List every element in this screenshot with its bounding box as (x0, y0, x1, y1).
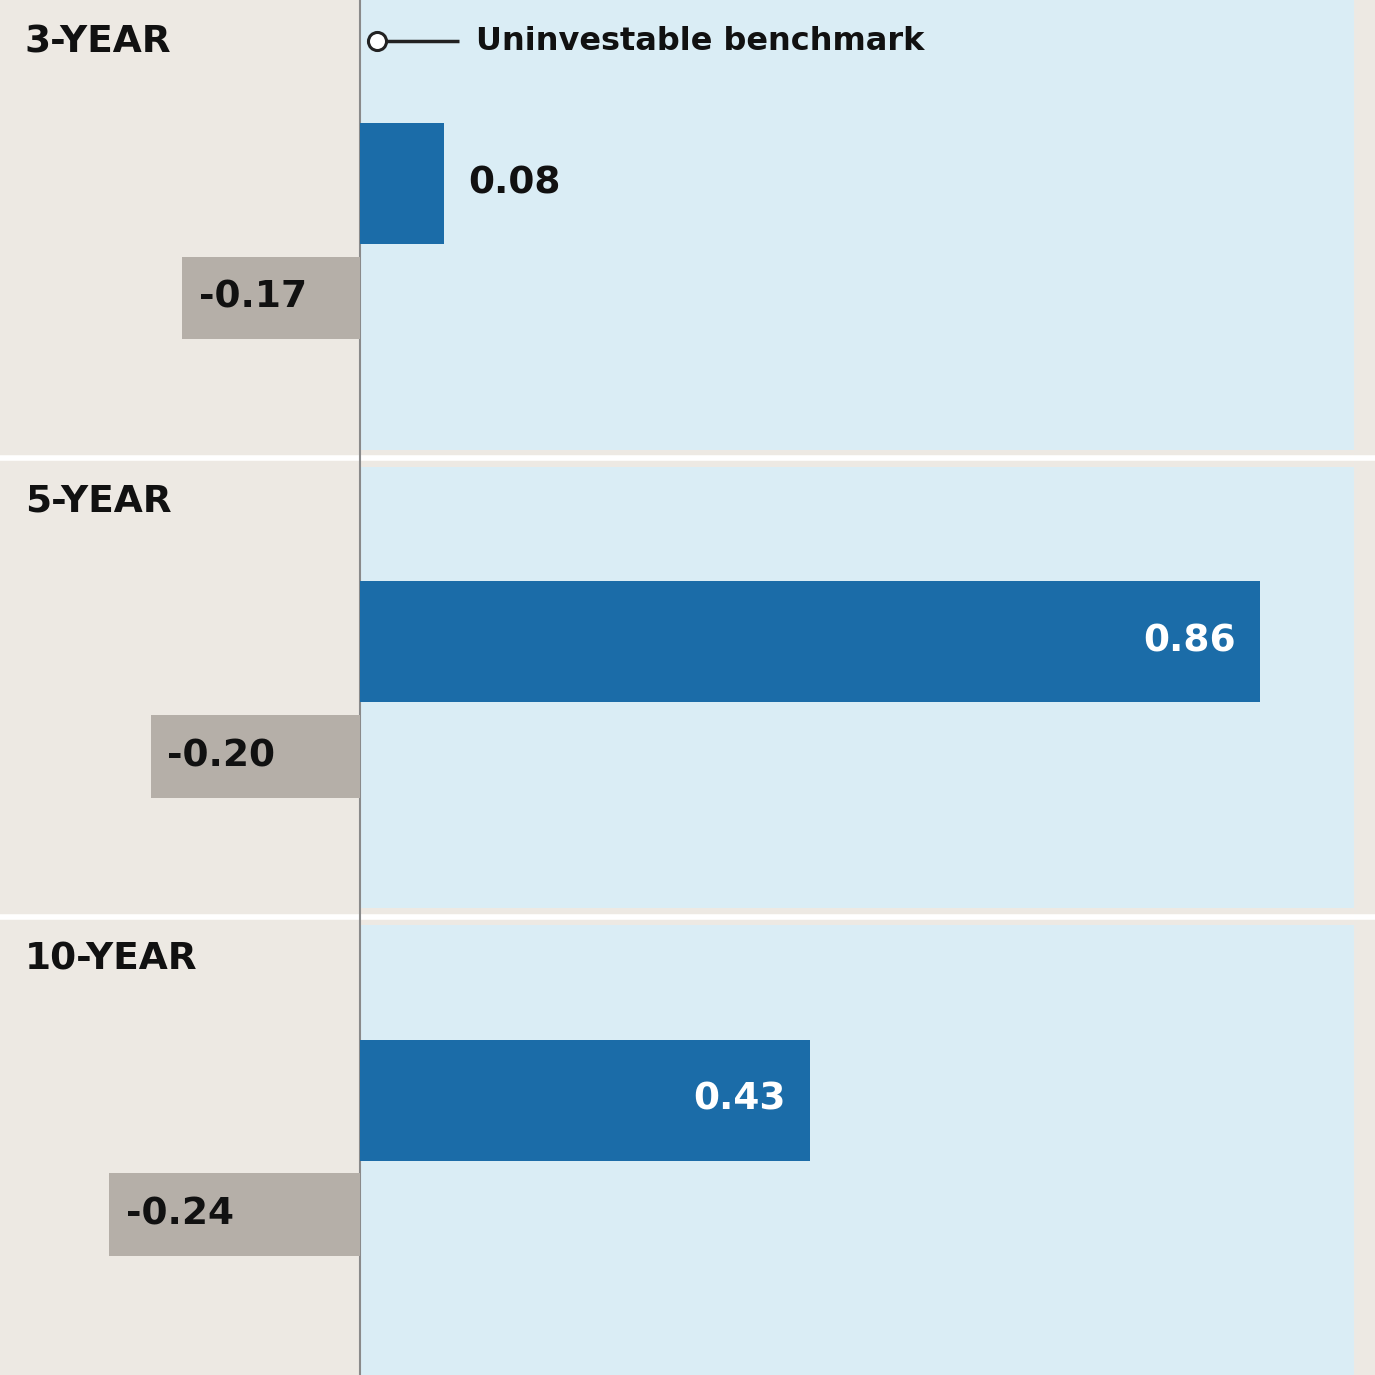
Text: Uninvestable benchmark: Uninvestable benchmark (476, 26, 924, 56)
Text: 0.08: 0.08 (469, 165, 561, 201)
Text: 0.43: 0.43 (693, 1082, 785, 1118)
Bar (360, 582, 1261, 703)
Bar (0, 0, 360, 1375)
Text: 10-YEAR: 10-YEAR (25, 942, 198, 978)
Bar (360, 466, 1354, 909)
Text: 3-YEAR: 3-YEAR (25, 25, 172, 60)
Bar (109, 1173, 360, 1255)
Text: -0.24: -0.24 (125, 1196, 234, 1232)
Bar (360, 1040, 810, 1160)
Text: -0.20: -0.20 (168, 738, 275, 774)
Bar (151, 715, 360, 797)
Text: 0.86: 0.86 (1143, 624, 1236, 660)
Bar (360, 0, 1354, 450)
Bar (360, 122, 444, 243)
Text: 5-YEAR: 5-YEAR (25, 483, 172, 520)
Bar (360, 925, 1354, 1375)
Text: -0.17: -0.17 (199, 280, 307, 316)
Bar (183, 257, 360, 340)
